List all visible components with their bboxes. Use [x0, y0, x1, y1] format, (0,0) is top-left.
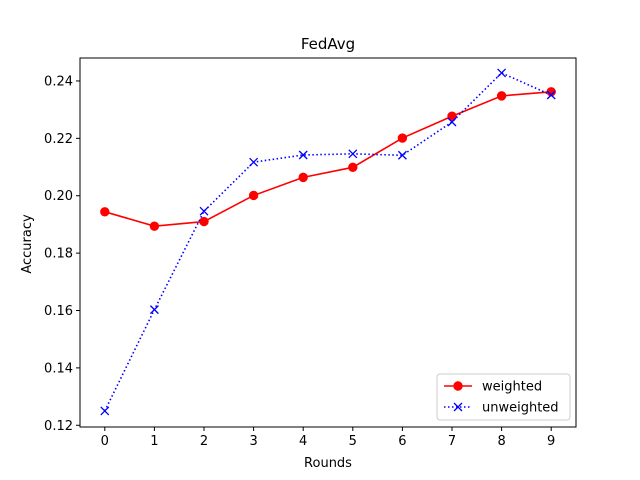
- data-point: [199, 206, 209, 216]
- x-tick-label: 1: [150, 434, 158, 449]
- series-weighted: [100, 87, 556, 231]
- legend-item-unweighted: unweighted: [444, 401, 559, 416]
- y-tick-label: 0.20: [44, 189, 73, 204]
- chart-title: FedAvg: [301, 35, 355, 53]
- plot-area: [79, 57, 577, 428]
- data-point: [149, 305, 159, 315]
- legend-item-weighted: weighted: [444, 380, 542, 395]
- x-tick-label: 4: [299, 434, 307, 449]
- legend-label: weighted: [482, 380, 542, 395]
- y-tick-label: 0.22: [44, 132, 73, 147]
- data-point: [298, 150, 308, 160]
- data-point: [199, 216, 209, 227]
- y-tick-label: 0.18: [44, 247, 73, 262]
- data-point: [149, 221, 160, 231]
- data-point: [546, 87, 556, 97]
- x-tick-label: 7: [448, 434, 456, 449]
- data-point: [298, 172, 308, 183]
- data-point: [447, 117, 457, 127]
- y-axis-label: Accuracy: [20, 214, 35, 274]
- series-layer: [100, 68, 556, 416]
- x-tick-label: 0: [101, 434, 109, 449]
- y-tick-label: 0.14: [44, 361, 73, 376]
- x-axis-label: Rounds: [304, 456, 352, 471]
- data-point: [249, 157, 259, 167]
- x-tick-label: 2: [200, 434, 208, 449]
- y-tick-label: 0.24: [44, 74, 73, 89]
- x-tick-label: 8: [497, 434, 505, 449]
- y-tick-label: 0.16: [44, 304, 73, 319]
- data-point: [100, 207, 110, 217]
- data-point: [100, 406, 110, 416]
- legend-label: unweighted: [482, 401, 559, 416]
- series-line: [104, 71, 552, 412]
- series-line: [104, 91, 552, 227]
- legend: weighted unweighted: [436, 373, 571, 421]
- y-axis: 0.12 0.14 0.16 0.18 0.20 0.22 0.24: [44, 74, 80, 434]
- x-axis: 0 1 2 3 4 5 6 7 8 9: [101, 427, 555, 449]
- data-point: [546, 90, 556, 100]
- legend-marker: [453, 402, 463, 412]
- y-tick-label: 0.12: [44, 419, 73, 434]
- data-point: [248, 190, 259, 201]
- data-point: [447, 111, 457, 121]
- x-tick-label: 9: [547, 434, 555, 449]
- data-point: [348, 162, 358, 173]
- plot-frame: [79, 57, 577, 428]
- data-point: [497, 68, 507, 78]
- data-point: [348, 149, 358, 159]
- data-point: [496, 91, 507, 101]
- x-tick-label: 6: [398, 434, 406, 449]
- data-point: [397, 150, 407, 160]
- data-point: [397, 133, 408, 143]
- x-tick-label: 3: [249, 434, 257, 449]
- legend-marker: [453, 381, 463, 391]
- x-tick-label: 5: [349, 434, 357, 449]
- series-unweighted: [100, 68, 556, 416]
